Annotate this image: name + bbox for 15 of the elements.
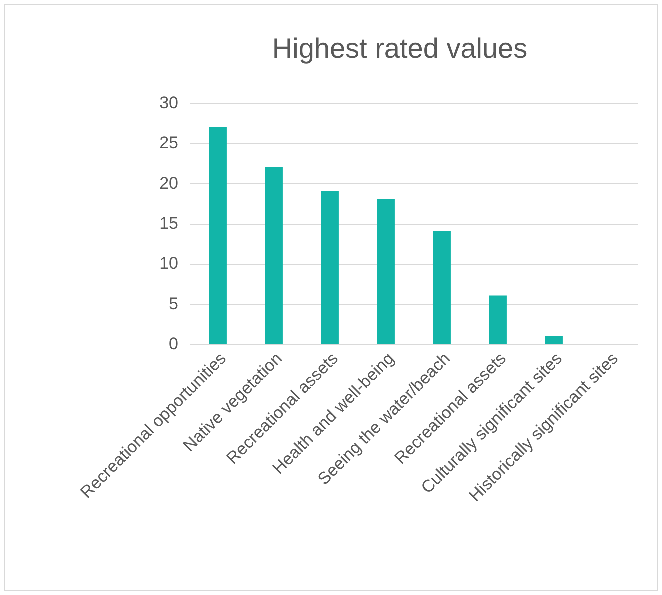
chart-title: Highest rated values xyxy=(272,33,528,64)
y-tick-label: 20 xyxy=(160,174,178,193)
bar xyxy=(321,191,339,344)
bar xyxy=(545,336,563,344)
bar xyxy=(433,232,451,344)
y-tick-label: 25 xyxy=(160,134,178,153)
bar xyxy=(265,167,283,344)
y-tick-label: 15 xyxy=(160,214,178,233)
y-tick-label: 30 xyxy=(160,94,178,112)
y-tick-label: 5 xyxy=(169,294,178,314)
bar xyxy=(489,296,507,344)
bar xyxy=(209,127,227,344)
y-tick-label: 10 xyxy=(160,254,178,274)
bar xyxy=(377,199,395,344)
y-tick-label: 0 xyxy=(169,334,178,354)
